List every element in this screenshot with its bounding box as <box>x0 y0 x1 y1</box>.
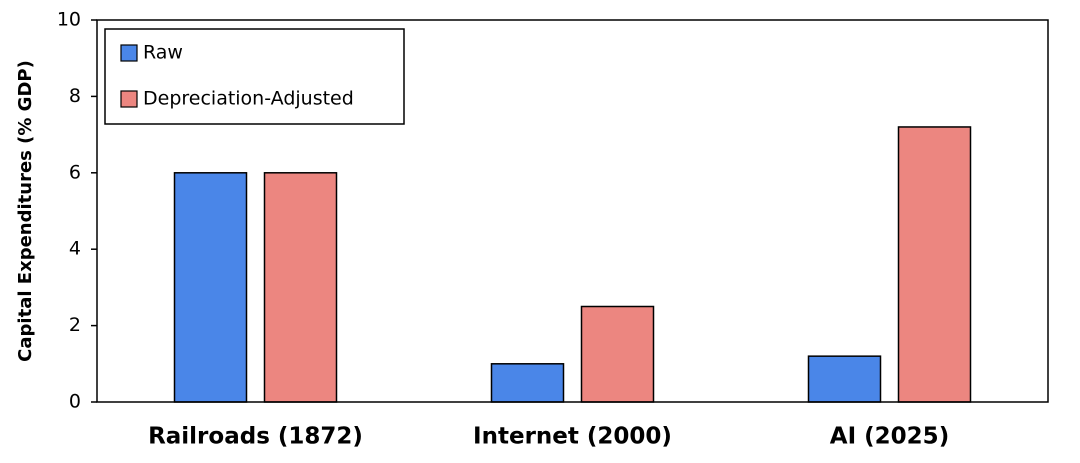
legend-swatch <box>120 44 138 62</box>
bar <box>490 363 565 403</box>
legend-box <box>104 28 405 125</box>
bar <box>580 305 655 403</box>
bar <box>807 355 882 403</box>
legend-swatch <box>120 90 138 108</box>
y-tick-label: 10 <box>57 9 81 31</box>
y-axis-title: Capital Expenditures (% GDP) <box>15 60 36 362</box>
bar <box>173 172 248 403</box>
y-tick-label: 8 <box>69 85 81 107</box>
x-tick-label: AI (2025) <box>830 424 949 450</box>
plot-frame <box>96 19 1049 403</box>
bar <box>897 126 972 403</box>
y-tick-label: 4 <box>69 238 81 260</box>
x-tick-label: Internet (2000) <box>473 424 672 450</box>
x-tick-label: Railroads (1872) <box>148 424 363 450</box>
y-tick-label: 2 <box>69 314 81 336</box>
legend-label: Depreciation-Adjusted <box>143 88 354 110</box>
bar <box>263 172 338 403</box>
legend-label: Raw <box>143 42 183 64</box>
y-tick-label: 0 <box>69 391 81 413</box>
y-tick-label: 6 <box>69 161 81 183</box>
